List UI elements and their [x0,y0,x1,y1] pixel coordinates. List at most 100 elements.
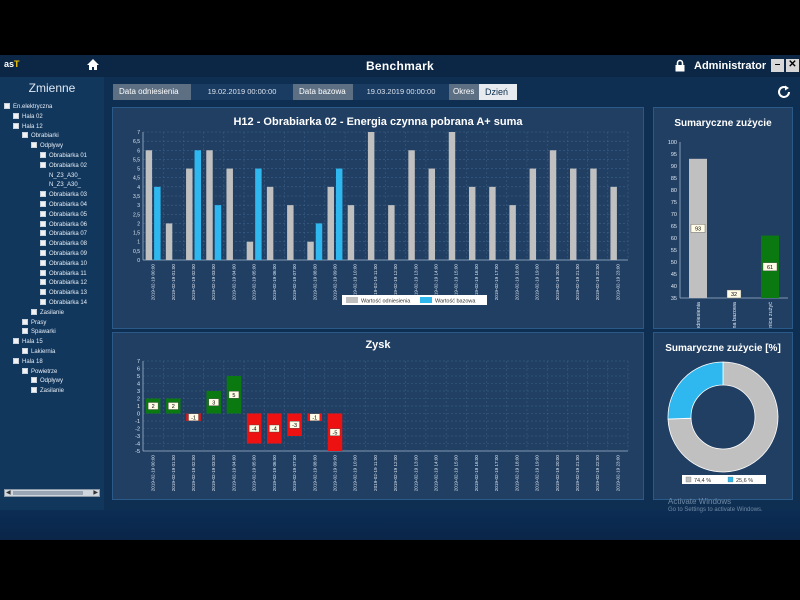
tree-item[interactable]: N_Z3_A30_ [49,181,81,190]
ref-bar [307,241,314,260]
data-label: -5 [333,430,338,436]
expand-icon[interactable] [22,132,28,139]
x-tick-label: 2019-02-19 23:00 [615,455,620,492]
tree-item[interactable]: Obrabiarka 09 [40,250,87,259]
expand-icon[interactable] [40,201,46,207]
tree-item[interactable]: Obrabiarka 11 [40,269,87,279]
expand-icon[interactable] [40,279,46,286]
tree-item[interactable]: Zasilanie [31,387,64,396]
scrollbar-thumb[interactable] [13,491,83,495]
tree-item[interactable]: Spawarki [22,328,56,337]
ref-bar [428,168,436,260]
scroll-left-icon[interactable]: ◀ [6,490,11,496]
expand-icon[interactable] [40,161,46,168]
expand-icon[interactable] [40,230,46,237]
tree-item[interactable]: Obrabiarka 05 [40,210,87,220]
x-tick-label: 2019-02-19 01:00 [171,455,176,492]
ref-bar [186,168,193,260]
expand-icon[interactable] [22,367,28,374]
tree-item-label: Hala 02 [22,113,43,120]
tree-item[interactable]: Odpływy [31,377,63,386]
refresh-icon[interactable] [776,84,792,100]
expand-icon[interactable] [40,220,46,227]
tree-item[interactable]: Obrabiarka 03 [40,191,87,200]
tree-item-label: Obrabiarka 09 [49,251,88,257]
ref-bar [165,223,173,260]
tree-item[interactable]: Obrabiarka 13 [40,289,87,298]
expand-icon[interactable] [40,250,46,256]
scroll-right-icon[interactable]: ▶ [93,490,98,496]
tree-item[interactable]: Obrabiarka 12 [40,279,87,288]
x-tick-label: 2019-02-19 16:00 [474,264,479,301]
data-label-box [168,402,179,410]
expand-icon[interactable] [40,210,46,217]
home-icon[interactable] [86,58,100,72]
expand-icon[interactable] [40,152,46,158]
tree-item[interactable]: Hala 02 [13,112,43,122]
data-label: 5 [232,393,235,399]
tree-item[interactable]: Obrabiarka 10 [40,259,87,269]
expand-icon[interactable] [13,122,19,129]
tree-item[interactable]: Obrabiarka 06 [40,220,87,230]
expand-icon[interactable] [13,357,19,364]
tree-item[interactable]: Obrabiarka 01 [40,152,87,161]
expand-icon[interactable] [40,289,46,296]
expand-icon[interactable] [40,191,46,198]
x-tick-label: 2019-02-19 13:00 [413,264,418,301]
base-bar [194,150,201,260]
ref-date-field[interactable]: 19.02.2019 00:00:00 [191,84,293,100]
tree-item[interactable]: Lakiernia [22,348,55,357]
expand-icon[interactable] [13,338,19,345]
x-tick-label: 2019-02-19 19:00 [535,264,540,301]
tree-item[interactable]: Prasy [22,318,46,328]
expand-icon[interactable] [40,240,46,247]
ref-bar [570,168,577,260]
sidebar-title: Zmienne [28,81,76,95]
tree-item[interactable]: Hala 18 [13,357,43,367]
x-tick-label: 2019-02-19 00:00 [151,264,156,301]
y-tick-label: 100 [668,140,677,146]
tree-item[interactable]: Obrabiarki [22,132,59,141]
expand-icon[interactable] [31,142,37,149]
tree-item[interactable]: Hala 12 [13,122,43,132]
x-tick-label: 2019-02-19 05:00 [252,264,257,301]
tree-item[interactable]: Odpływy [31,142,63,151]
tree-item[interactable]: Obrabiarka 02 [40,161,87,171]
tree-item[interactable]: Zasilanie [31,308,64,318]
close-button[interactable]: ✕ [786,59,799,72]
expand-icon[interactable] [22,348,28,354]
expand-icon[interactable] [40,299,46,305]
expand-icon[interactable] [31,377,37,384]
data-label-box [762,262,778,272]
tree-item[interactable]: Obrabiarka 14 [40,299,87,308]
expand-icon[interactable] [22,318,28,325]
tree-item[interactable]: Hala 15 [13,338,43,347]
expand-icon[interactable] [31,308,37,315]
y-tick-label: 5,5 [133,157,140,163]
tree-item[interactable]: Obrabiarka 04 [40,201,87,210]
horizontal-scrollbar[interactable]: ◀ ▶ [4,489,100,497]
tree-item[interactable]: N_Z3_A30_ [49,172,81,181]
expand-icon[interactable] [4,103,10,109]
base-date-field[interactable]: 19.03.2019 00:00:00 [353,84,449,100]
x-tick-label: 2019-02-19 20:00 [555,264,560,301]
data-label-box [208,398,219,406]
tree-item[interactable]: Obrabiarka 07 [40,230,87,239]
expand-icon[interactable] [31,387,37,394]
expand-icon[interactable] [22,328,28,335]
tree-item[interactable]: Obrabiarka 08 [40,240,87,249]
expand-icon[interactable] [40,269,46,276]
user-name[interactable]: Administrator [694,60,767,72]
data-label-box [269,424,280,433]
period-select[interactable]: Dzień [479,84,517,100]
data-label-box [289,421,300,429]
minimize-button[interactable]: – [771,59,784,72]
expand-icon[interactable] [40,259,46,266]
tree-item[interactable]: Powietrze [22,367,57,377]
variable-tree[interactable]: En.elektryczna Hala 02 Hala 12 Obrabiarki Od… [4,103,102,483]
data-label-box [248,424,260,433]
tree-item-label: Odpływy [40,378,64,385]
tree-item[interactable]: En.elektryczna [4,103,52,112]
expand-icon[interactable] [13,112,19,119]
